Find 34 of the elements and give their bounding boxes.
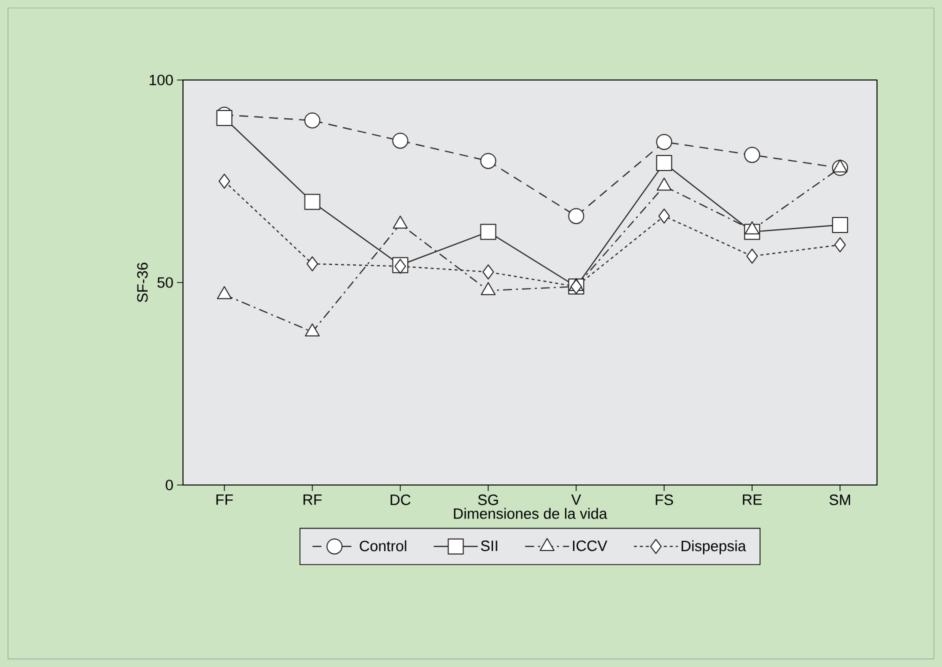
point [744, 146, 760, 163]
legend-label: Dispepsia [682, 540, 746, 554]
point [656, 134, 672, 150]
y-axis-title: SF-36 [137, 262, 148, 302]
point [746, 248, 758, 264]
point [656, 155, 672, 172]
x-tick-label: RE [742, 494, 762, 505]
point [216, 110, 232, 126]
x-tick-label: FS [656, 494, 674, 506]
point [482, 264, 494, 280]
x-tick-label: FF [216, 494, 233, 505]
point [218, 174, 230, 189]
point [304, 194, 320, 210]
point [834, 237, 846, 252]
x-axis-title: Dimensiones de la vida [454, 508, 608, 519]
point [480, 152, 496, 169]
point [480, 224, 496, 240]
y-tick-label: 0 [166, 480, 173, 490]
legend-label: SII [480, 540, 498, 552]
x-tick-label: RF [304, 494, 322, 505]
point [392, 132, 408, 149]
point [658, 208, 670, 224]
point [304, 112, 320, 128]
y-tick-label: 100 [150, 74, 173, 86]
point [306, 256, 318, 272]
legend-label: Control [360, 540, 406, 552]
point [832, 216, 848, 233]
y-tick-label: 50 [157, 277, 173, 288]
point [568, 208, 584, 224]
x-tick-label: SM [830, 494, 850, 506]
x-tick-label: SG [478, 494, 498, 506]
legend-label: ICCV [573, 540, 608, 552]
x-tick-label: V [571, 494, 582, 505]
x-tick-label: DC [390, 494, 410, 506]
